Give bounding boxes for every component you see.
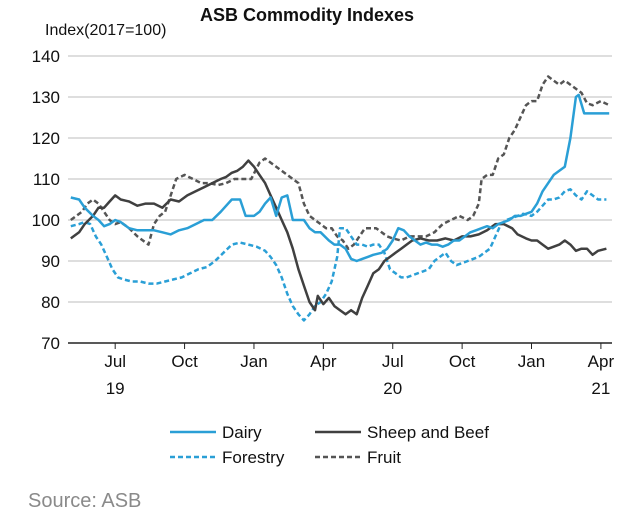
x-year-label: 20 xyxy=(383,379,402,398)
x-tick-label: Oct xyxy=(171,352,198,371)
x-tick-label: Apr xyxy=(310,352,337,371)
chart: ASB Commodity Indexes Index(2017=100) 70… xyxy=(32,5,615,467)
legend: Dairy Sheep and Beef Forestry Fruit xyxy=(170,423,489,467)
series-line-fruit xyxy=(70,75,610,250)
x-tick-label: Jan xyxy=(240,352,267,371)
source-note: Source: ASB xyxy=(28,490,142,512)
x-year-label: 21 xyxy=(591,379,610,398)
x-axis: Jul Oct Jan Apr Jul Oct Jan Apr 19 20 21 xyxy=(104,343,614,398)
x-tick-label: Jul xyxy=(382,352,404,371)
x-tick-label: Apr xyxy=(588,352,615,371)
y-tick-label: 140 xyxy=(32,47,60,66)
series-line-forestry xyxy=(70,188,607,322)
y-axis-label: Index(2017=100) xyxy=(45,22,166,39)
legend-label-forestry: Forestry xyxy=(222,448,285,467)
x-tick-label: Jul xyxy=(104,352,126,371)
series-line-sheep-and-beef xyxy=(70,159,607,316)
y-tick-label: 110 xyxy=(33,170,60,189)
y-axis: 70 80 90 100 110 120 130 140 xyxy=(32,47,60,353)
gridlines xyxy=(68,55,612,344)
y-tick-label: 80 xyxy=(41,293,60,312)
y-tick-label: 130 xyxy=(32,88,60,107)
x-year-label: 19 xyxy=(106,379,125,398)
x-tick-label: Oct xyxy=(449,352,476,371)
chart-title: ASB Commodity Indexes xyxy=(200,5,414,25)
legend-label-sheep-and-beef: Sheep and Beef xyxy=(367,423,489,442)
legend-label-fruit: Fruit xyxy=(367,448,401,467)
x-tick-label: Jan xyxy=(518,352,545,371)
y-tick-label: 120 xyxy=(32,129,60,148)
y-tick-label: 70 xyxy=(41,334,60,353)
plot-area xyxy=(70,75,610,322)
series-line-dairy xyxy=(70,93,610,263)
y-tick-label: 90 xyxy=(41,252,60,271)
y-tick-label: 100 xyxy=(32,211,60,230)
legend-label-dairy: Dairy xyxy=(222,423,262,442)
